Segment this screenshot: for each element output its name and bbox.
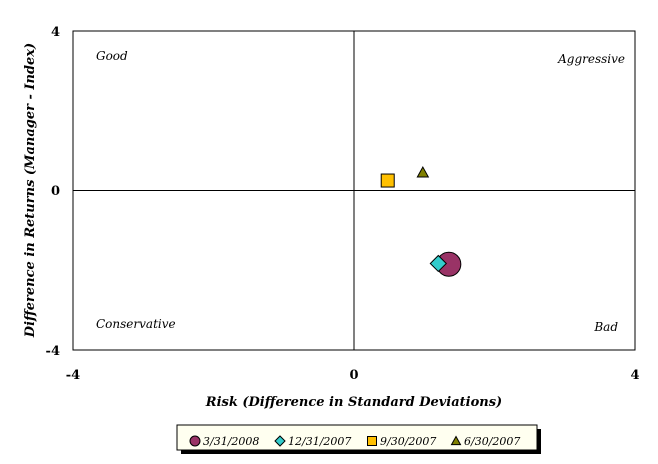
data-point-diamond xyxy=(429,254,448,273)
y-tick-zero: 0 xyxy=(51,184,60,199)
quadrant-label-bad: Bad xyxy=(593,320,618,334)
data-points xyxy=(380,166,462,277)
data-point-square xyxy=(380,173,395,188)
quadrant-label-aggressive: Aggressive xyxy=(557,52,625,66)
legend-box xyxy=(176,424,538,451)
legend-label: 3/31/2008 xyxy=(203,435,259,448)
legend-label: 12/31/2007 xyxy=(288,435,351,448)
legend: 3/31/2008 12/31/2007 9/30/2007 6/30/2007 xyxy=(189,435,520,448)
legend-marker-square xyxy=(367,436,377,446)
legend-marker-circle xyxy=(189,435,201,447)
legend-marker-triangle xyxy=(450,435,462,446)
legend-label: 6/30/2007 xyxy=(464,435,520,448)
y-tick-top: 4 xyxy=(51,25,60,40)
quadrant-label-conservative: Conservative xyxy=(96,317,176,331)
legend-marker-diamond xyxy=(274,435,286,447)
x-tick-right: 4 xyxy=(630,368,639,383)
x-axis-title: Risk (Difference in Standard Deviations) xyxy=(205,395,502,410)
x-tick-zero: 0 xyxy=(349,368,358,383)
y-tick-bottom: -4 xyxy=(46,344,60,359)
data-point-triangle xyxy=(416,166,430,178)
quadrant-label-good: Good xyxy=(96,49,128,63)
legend-label: 9/30/2007 xyxy=(380,435,436,448)
y-axis-title: Difference in Returns (Manager - Index) xyxy=(23,43,38,338)
x-tick-left: -4 xyxy=(66,368,80,383)
